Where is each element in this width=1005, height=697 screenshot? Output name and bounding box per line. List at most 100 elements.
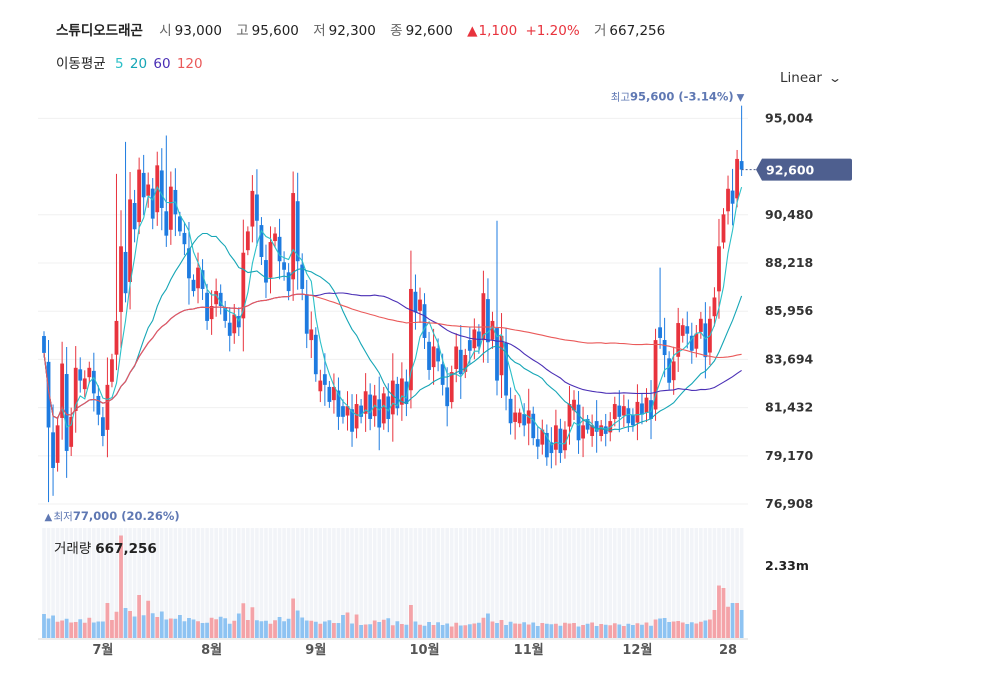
candle-body <box>726 188 730 212</box>
candle <box>680 318 685 343</box>
candle <box>100 407 105 447</box>
max-price-annotation: 최고95,600 (-3.14%) <box>611 90 734 104</box>
candle <box>399 362 404 421</box>
candle-body <box>200 270 205 289</box>
volume-pane-stripe <box>227 528 232 638</box>
volume-pane-stripe <box>463 528 468 638</box>
volume-bar <box>372 620 377 638</box>
candle-body <box>418 299 422 311</box>
volume-bar <box>689 622 694 638</box>
volume-pane-stripe <box>159 528 164 638</box>
volume-short-label: 거 <box>593 23 607 39</box>
volume-bar <box>431 625 436 638</box>
candle-body <box>60 363 65 418</box>
volume-pane-stripe <box>264 528 268 638</box>
volume-pane-stripe <box>585 528 590 638</box>
volume-bar <box>418 624 422 638</box>
candle-body <box>467 340 472 351</box>
candle-body <box>295 201 300 262</box>
volume-pane-stripe <box>508 528 513 638</box>
candle-body <box>223 307 228 321</box>
candle-body <box>46 361 51 428</box>
candle-body <box>241 252 246 319</box>
volume-bar <box>173 618 178 638</box>
candle-body <box>114 320 119 355</box>
candle-body <box>608 421 613 433</box>
candle-body <box>363 391 368 414</box>
candle <box>309 311 314 359</box>
candle-body <box>218 292 223 306</box>
volume-pane-stripe <box>721 528 726 638</box>
volume-pane-stripe <box>173 528 178 638</box>
stock-header: 스튜디오드래곤 시 93,000 고 95,600 저 92,300 종 92,600 … <box>56 19 675 39</box>
moving-average-120-line <box>43 293 742 420</box>
volume-bar <box>359 625 363 638</box>
volume-bar <box>680 622 685 638</box>
candle <box>567 385 572 445</box>
volume-pane-stripe <box>468 528 472 638</box>
volume-bar <box>445 623 450 638</box>
candle-body <box>445 387 450 407</box>
high-value: 95,600 <box>251 23 299 39</box>
volume-pane-label: 거래량 <box>54 541 92 557</box>
y-tick-label: 76,908 <box>765 496 813 511</box>
volume-pane-stripe <box>259 528 264 638</box>
candle <box>264 244 268 298</box>
volume-bar <box>295 610 300 638</box>
volume-pane-title: 거래량 667,256 <box>54 537 157 557</box>
volume-pane-stripe <box>255 528 259 638</box>
y-tick-label: 95,004 <box>765 110 814 125</box>
volume-pane-stripe <box>472 528 477 638</box>
scale-dropdown[interactable]: Linear ⌄ <box>780 70 842 86</box>
open-label: 시 <box>159 23 172 39</box>
candle-body <box>653 340 658 410</box>
candle-body <box>499 335 504 376</box>
volume-bar <box>467 624 472 638</box>
volume-bar <box>69 622 74 638</box>
volume-pane-stripe <box>78 528 83 638</box>
candle-body <box>377 399 382 428</box>
candle-body <box>390 380 395 415</box>
candle-body <box>345 406 350 416</box>
volume-bar <box>685 624 690 638</box>
candle-body <box>137 169 142 223</box>
volume-bar <box>209 617 214 638</box>
volume-bar <box>227 623 232 638</box>
volume-bar <box>82 622 87 638</box>
candle <box>250 175 255 243</box>
volume-bar <box>522 622 527 638</box>
volume-pane-stripe <box>223 528 227 638</box>
candle <box>608 412 613 442</box>
candle-body <box>332 386 336 401</box>
volume-bar <box>708 619 712 638</box>
candle-body <box>110 359 114 382</box>
candle-body <box>191 279 196 292</box>
volume-bar <box>608 625 613 638</box>
volume-pane-stripe <box>155 528 160 638</box>
volume-pane-stripe <box>667 528 671 638</box>
candle-body <box>73 367 78 411</box>
candle <box>676 307 681 372</box>
volume-bar <box>273 620 277 638</box>
candle <box>540 419 545 455</box>
volume-pane-stripe <box>563 528 567 638</box>
candle <box>662 317 667 378</box>
close-label: 종 <box>390 23 403 39</box>
volume-pane-stripe <box>150 528 155 638</box>
volume-bar <box>64 618 69 638</box>
volume-bar <box>653 619 658 638</box>
candle <box>418 287 422 323</box>
candle <box>694 325 699 358</box>
max-annotation-prefix: 최고 <box>611 92 631 104</box>
candle-body <box>553 425 558 450</box>
volume-pane-stripe <box>132 528 137 638</box>
candle-body <box>214 291 219 305</box>
candle-body <box>123 251 128 294</box>
volume-pane-stripe <box>481 528 486 638</box>
volume-pane-stripe <box>531 528 536 638</box>
volume-pane-stripe <box>386 528 391 638</box>
candle-body <box>513 412 518 422</box>
volume-bar <box>141 615 146 638</box>
candle-body <box>150 188 155 219</box>
